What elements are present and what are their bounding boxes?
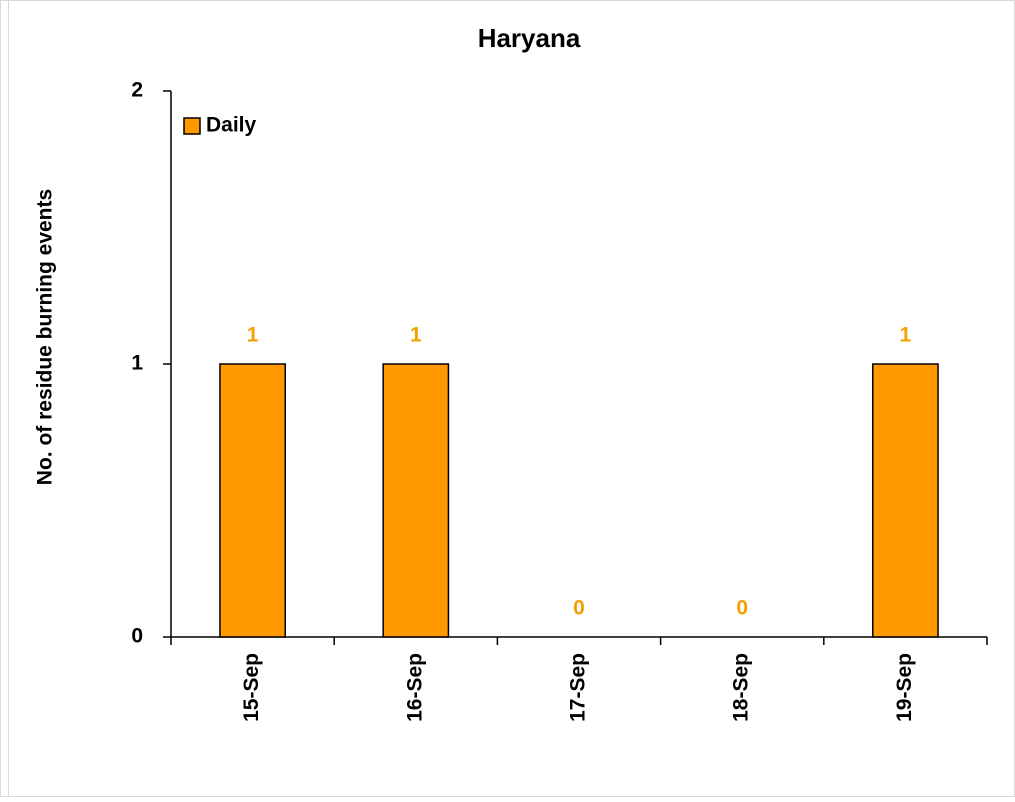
legend-swatch [183,117,201,135]
y-tick-label: 0 [131,625,143,648]
bar [872,363,939,638]
y-tick-label: 2 [131,79,143,102]
x-tick-label: 15-Sep [240,653,263,722]
y-tick-label: 1 [131,352,143,375]
data-label: 1 [247,324,259,347]
chart-title: Haryana [478,23,581,53]
x-tick-label: 16-Sep [403,653,426,722]
bar [382,363,450,638]
bar [219,363,286,638]
legend-label: Daily [206,114,257,137]
x-tick-label: 17-Sep [567,653,590,722]
data-label: 0 [736,597,748,620]
x-tick-label: 19-Sep [893,653,916,722]
data-label: 0 [573,597,585,620]
y-axis-label: No. of residue burning events [34,189,57,485]
x-tick-label: 18-Sep [730,653,753,722]
data-label: 1 [900,324,912,347]
data-label: 1 [410,324,422,347]
